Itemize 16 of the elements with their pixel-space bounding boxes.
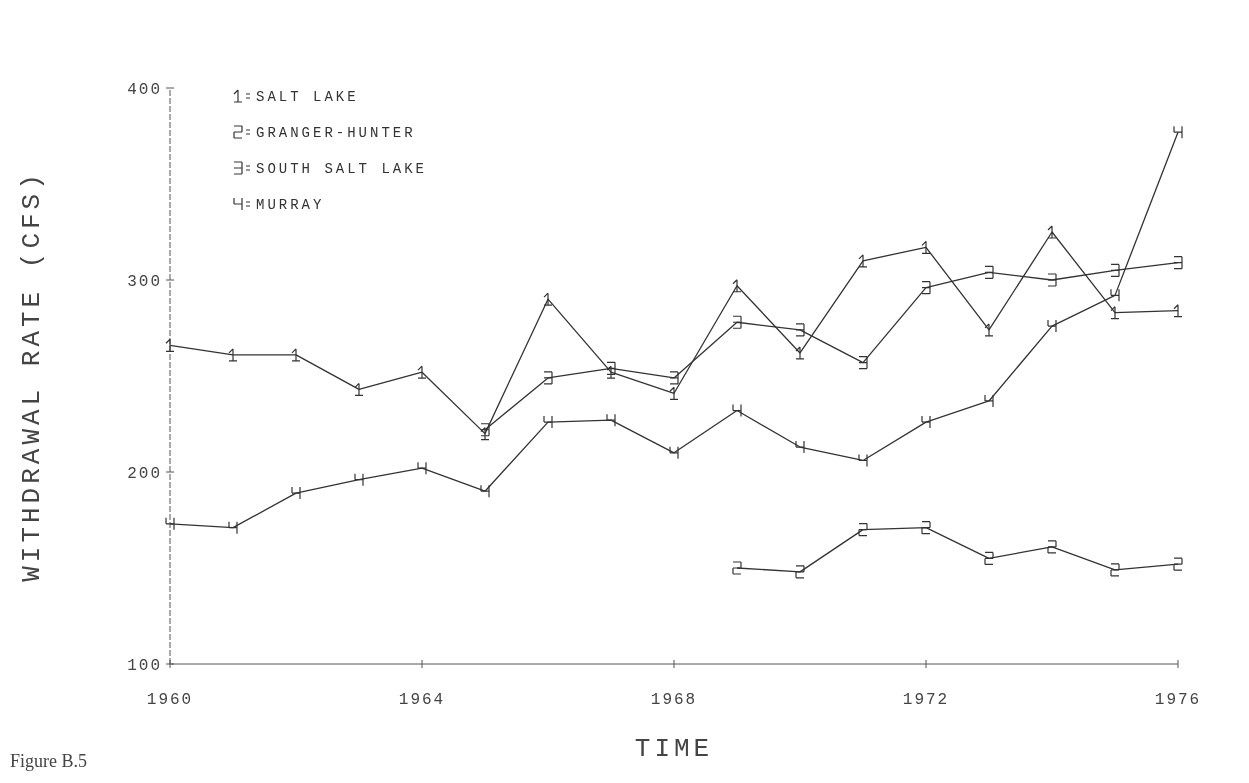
- x-tick-label: 1960: [146, 691, 194, 709]
- y-tick-label: 300: [127, 272, 162, 291]
- x-tick-label: 1968: [650, 691, 698, 709]
- x-tick-label: 1972: [902, 691, 950, 709]
- y-tick-label: 400: [127, 80, 162, 99]
- y-axis-title: WITHDRAWAL RATE (CFS): [17, 170, 48, 582]
- x-axis-title: TIME: [634, 734, 714, 764]
- legend-label: GRANGER-HUNTER: [256, 124, 416, 141]
- text: Figure B.5: [10, 751, 88, 771]
- y-tick-label: 100: [127, 656, 162, 675]
- x-tick-label: 1964: [398, 691, 446, 709]
- y-tick-label: 200: [127, 464, 162, 483]
- legend-label: SOUTH SALT LAKE: [256, 160, 428, 177]
- legend-label: SALT LAKE: [256, 88, 359, 105]
- x-tick-label: 1976: [1154, 691, 1202, 709]
- legend-label: MURRAY: [256, 196, 325, 213]
